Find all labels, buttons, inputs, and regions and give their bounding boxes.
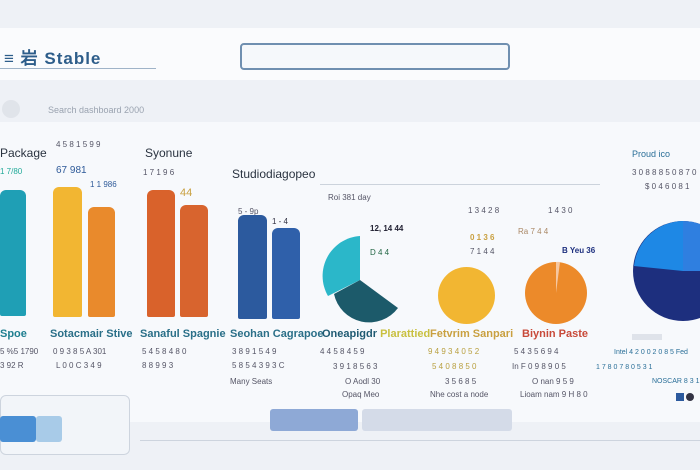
card-name: Sotacmair Stive (50, 328, 133, 340)
bar (53, 187, 82, 317)
card-line: 8 8 9 9 3 (142, 361, 174, 370)
pie-chart (525, 261, 587, 324)
card-title: 4 5 8 1 5 9 9 (56, 140, 101, 149)
card-line: NOSCAR 8 3 1 (652, 378, 700, 385)
card-value: $ 0 4 6 0 8 1 (645, 182, 690, 191)
card-line: Intel 4 2 0 0 2 0 8 5 Fed (614, 349, 688, 356)
card-line: 5 8 5 4 3 9 3 C (232, 361, 285, 370)
pie-slice (322, 236, 360, 296)
card-line: 0 9 3 8 5 A 301 (53, 347, 107, 356)
social-icon[interactable] (686, 393, 694, 401)
pie-slice (683, 221, 700, 271)
pie-slice (334, 280, 398, 323)
card-line: 5 4 0 8 8 5 0 (432, 362, 477, 371)
facebook-icon[interactable] (676, 393, 684, 401)
card-title: 1 4 3 0 (548, 206, 573, 215)
card-value: 7 1 4 4 (470, 247, 495, 256)
bar (88, 207, 115, 317)
card-value: 67 981 (56, 165, 87, 176)
card-title: 1 3 4 2 8 (468, 206, 500, 215)
card-line: 5 4 5 8 4 8 0 (142, 347, 187, 356)
pie-slice (556, 261, 560, 293)
card-line: Nhe cost a node (430, 390, 489, 399)
card-title: Proud ico (632, 149, 671, 159)
card-line: 3 8 9 1 5 4 9 (232, 347, 277, 356)
card-line: 3 92 R (0, 361, 24, 370)
progress-track (36, 416, 62, 442)
card-line: 5 %5 1790 (0, 347, 39, 356)
card-footer: Many Seats (230, 377, 273, 386)
bar (180, 205, 208, 317)
card-value: 44 (180, 187, 193, 199)
card-name-part: Plarattied (380, 328, 431, 340)
card-line: 3 5 6 8 5 (445, 377, 477, 386)
pie-slice (634, 221, 683, 271)
card-line: In F 0 9 8 9 0 5 (512, 362, 566, 371)
progress-fill (0, 416, 36, 442)
card-value: D 4 4 (370, 248, 390, 257)
divider (140, 440, 700, 441)
pie-chart (633, 221, 700, 321)
card-name: Fetvrim Sanpari (430, 328, 514, 340)
card-value: B Yeu 36 (562, 246, 596, 255)
primary-button[interactable] (270, 409, 358, 431)
pie-chart (438, 267, 495, 324)
card-value: 12, 14 44 (370, 224, 404, 233)
secondary-button[interactable] (362, 409, 512, 431)
divider (0, 68, 156, 69)
card-name: Biynin Paste (522, 328, 589, 340)
menu-icon[interactable] (2, 100, 20, 118)
placeholder-bar (632, 334, 662, 340)
card-value: 5 - 9p (238, 207, 259, 216)
divider (320, 184, 600, 185)
card-line: 1 7 8 0 7 8 0 5 3 1 (596, 364, 653, 371)
card-value: 1 1 986 (90, 180, 117, 189)
card-line: Lioam nam 9 H 8 0 (520, 390, 588, 399)
card-name: Sanaful Spagnie (140, 328, 226, 340)
card-line: 9 4 9 3 4 0 5 2 (428, 347, 480, 356)
card-value: 1 - 4 (272, 217, 289, 226)
card-line: L 0 0 C 3 4 9 (56, 361, 102, 370)
card-name: Seohan Cagrapoe (230, 328, 324, 340)
card-value: 1 7/80 (0, 167, 23, 176)
bar (147, 190, 175, 317)
card-line: 4 4 5 8 4 5 9 (320, 347, 365, 356)
bar (272, 228, 300, 319)
app-logo: ≡ 岩 Stable (4, 49, 102, 68)
card-name-part: Oneapigdr (322, 328, 378, 340)
card-title: Package (0, 146, 47, 160)
page-subtitle: Search dashboard 2000 (48, 105, 145, 115)
bar (238, 215, 267, 319)
card-value: 3 0 8 8 8 5 0 8 7 0 (632, 168, 697, 177)
card-title: Roi 381 day (328, 193, 371, 202)
card-value: 0 1 3 6 (470, 233, 495, 242)
card-line: 5 4 3 5 6 9 4 (514, 347, 559, 356)
card-title: Studiodiagopeo (232, 167, 316, 181)
card-value: 1 7 1 9 6 (143, 168, 175, 177)
search-input[interactable] (240, 43, 510, 70)
card-line: O Aodl 30 (345, 377, 381, 386)
card-name: Spoe (0, 328, 27, 340)
bar (0, 190, 26, 316)
card-name: Oneapigdr Plarattied (322, 328, 430, 340)
card-line: 3 9 1 8 5 6 3 (333, 362, 378, 371)
card-value: Ra 7 4 4 (518, 227, 549, 236)
card-line: Opaq Meo (342, 390, 380, 399)
card-title: Syonune (145, 146, 193, 160)
pie-chart (322, 236, 398, 323)
card-line: O nan 9 5 9 (532, 377, 574, 386)
